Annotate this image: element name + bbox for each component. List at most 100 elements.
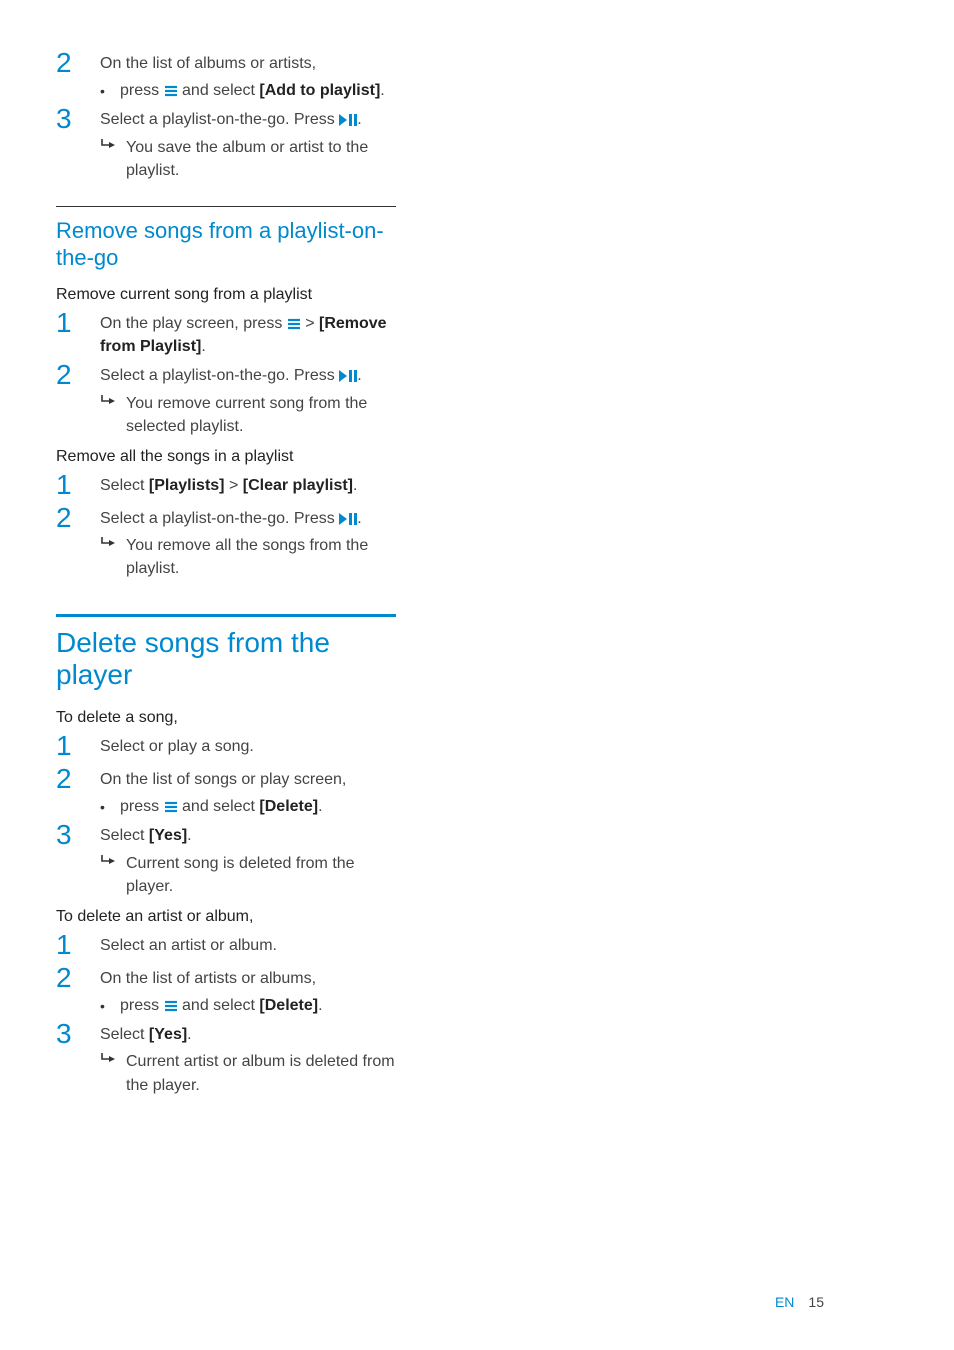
bullet-body: press and select [Add to playlist]. [120, 79, 404, 102]
step-body: On the list of songs or play screen, • p… [100, 764, 404, 818]
step-row: 1 Select or play a song. [56, 731, 404, 762]
step-number: 1 [56, 930, 100, 961]
result-arrow-icon [100, 852, 126, 871]
menu-label: [Delete] [259, 997, 318, 1014]
result-text: You remove all the songs from the playli… [126, 534, 404, 580]
step-row: 3 Select [Yes]. Current artist or album … [56, 1019, 404, 1097]
result-text: Current song is deleted from the player. [126, 852, 404, 898]
text: > [301, 315, 319, 332]
step-number: 2 [56, 963, 100, 994]
menu-icon [164, 85, 178, 97]
step-row: 2 On the list of artists or albums, • pr… [56, 963, 404, 1017]
step-row: 1 Select [Playlists] > [Clear playlist]. [56, 470, 404, 501]
page-footer: EN 15 [775, 1294, 824, 1310]
step-text: On the list of albums or artists, [100, 55, 316, 72]
step-body: Select or play a song. [100, 731, 404, 758]
section-rule-major [56, 614, 396, 617]
result-arrow-icon [100, 1050, 126, 1069]
sub-heading: To delete an artist or album, [56, 908, 404, 926]
result-text: You save the album or artist to the play… [126, 136, 404, 182]
step-row: 3 Select [Yes]. Current song is deleted … [56, 820, 404, 898]
page-content: 2 On the list of albums or artists, • pr… [0, 0, 460, 1097]
menu-icon [287, 318, 301, 330]
text: On the list of artists or albums, [100, 970, 316, 987]
text: On the play screen, press [100, 315, 287, 332]
bullet-row: • press and select [Add to playlist]. [100, 79, 404, 102]
result-row: You save the album or artist to the play… [100, 136, 404, 182]
text: Select [100, 827, 149, 844]
bullet-dot: • [100, 79, 120, 101]
text: Select an artist or album. [100, 937, 277, 954]
step-row: 2 Select a playlist-on-the-go. Press . Y… [56, 360, 404, 438]
step-row: 2 On the list of songs or play screen, •… [56, 764, 404, 818]
bullet-dot: • [100, 994, 120, 1016]
sub-heading: Remove all the songs in a playlist [56, 448, 404, 466]
step-number: 3 [56, 104, 100, 135]
footer-page-number: 15 [808, 1294, 824, 1310]
text: Select or play a song. [100, 738, 254, 755]
text: press [120, 997, 164, 1014]
step-body: On the list of albums or artists, • pres… [100, 48, 404, 102]
step-body: Select [Yes]. Current artist or album is… [100, 1019, 404, 1097]
step-row: 2 On the list of albums or artists, • pr… [56, 48, 404, 102]
result-arrow-icon [100, 136, 126, 155]
result-text: You remove current song from the selecte… [126, 392, 404, 438]
menu-label: [Playlists] [149, 477, 225, 494]
text: Select a playlist-on-the-go. Press [100, 510, 339, 527]
step-number: 2 [56, 360, 100, 391]
step-body: Select an artist or album. [100, 930, 404, 957]
footer-lang: EN [775, 1294, 794, 1310]
text: Select [100, 1026, 149, 1043]
step-body: Select a playlist-on-the-go. Press . You… [100, 503, 404, 581]
play-pause-icon [339, 370, 357, 382]
result-row: You remove all the songs from the playli… [100, 534, 404, 580]
play-pause-icon [339, 513, 357, 525]
step-number: 1 [56, 470, 100, 501]
play-pause-icon [339, 114, 357, 126]
menu-icon [164, 801, 178, 813]
bullet-body: press and select [Delete]. [120, 795, 404, 818]
result-arrow-icon [100, 534, 126, 553]
text: . [357, 367, 361, 384]
text: and select [178, 798, 260, 815]
result-arrow-icon [100, 392, 126, 411]
bullet-row: • press and select [Delete]. [100, 994, 404, 1017]
menu-label: [Yes] [149, 827, 187, 844]
sub-heading: Remove current song from a playlist [56, 286, 404, 304]
step-row: 3 Select a playlist-on-the-go. Press . Y… [56, 104, 404, 182]
menu-icon [164, 1000, 178, 1012]
text: . [357, 111, 361, 128]
step-row: 1 On the play screen, press > [Remove fr… [56, 308, 404, 358]
section-heading-major: Delete songs from the player [56, 627, 404, 691]
text: . [353, 477, 357, 494]
step-number: 1 [56, 308, 100, 339]
section-rule [56, 206, 396, 207]
step-row: 1 Select an artist or album. [56, 930, 404, 961]
result-text: Current artist or album is deleted from … [126, 1050, 404, 1096]
text: Select [100, 477, 149, 494]
text: > [225, 477, 243, 494]
text: . [380, 82, 384, 99]
text: press [120, 798, 164, 815]
menu-label: [Clear playlist] [243, 477, 353, 494]
bullet-row: • press and select [Delete]. [100, 795, 404, 818]
step-body: Select [Playlists] > [Clear playlist]. [100, 470, 404, 497]
text: and select [178, 997, 260, 1014]
text: . [187, 827, 191, 844]
text: Select a playlist-on-the-go. Press [100, 367, 339, 384]
step-number: 2 [56, 764, 100, 795]
text: . [318, 997, 322, 1014]
step-body: On the play screen, press > [Remove from… [100, 308, 404, 358]
text: On the list of songs or play screen, [100, 771, 346, 788]
step-number: 3 [56, 1019, 100, 1050]
menu-label: [Delete] [259, 798, 318, 815]
bullet-body: press and select [Delete]. [120, 994, 404, 1017]
section-heading: Remove songs from a playlist-on-the-go [56, 217, 396, 272]
text: Select a playlist-on-the-go. Press [100, 111, 339, 128]
step-body: Select a playlist-on-the-go. Press . You… [100, 104, 404, 182]
text: . [318, 798, 322, 815]
text: . [187, 1026, 191, 1043]
text: . [201, 338, 205, 355]
step-number: 3 [56, 820, 100, 851]
step-body: On the list of artists or albums, • pres… [100, 963, 404, 1017]
